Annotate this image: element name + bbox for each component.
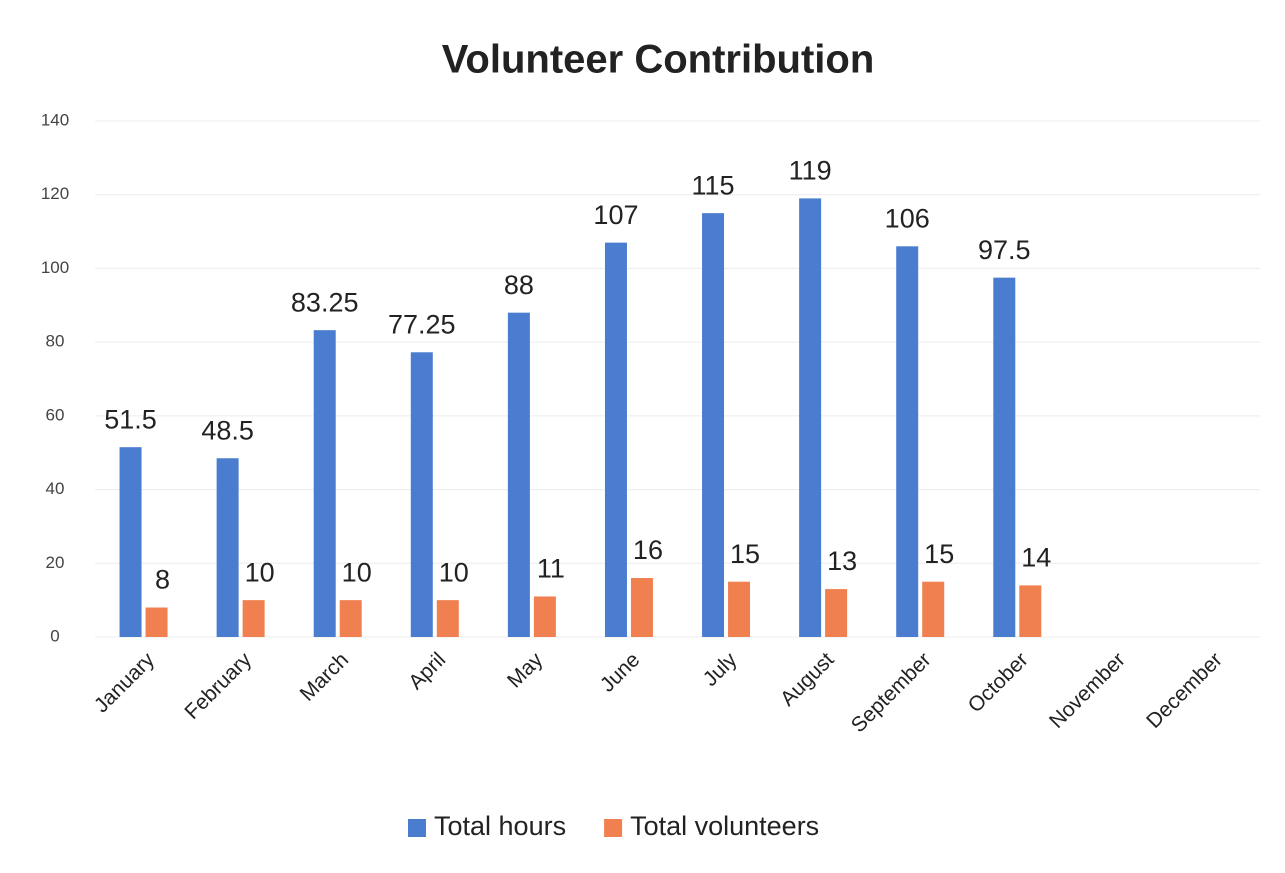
legend-swatch: [408, 819, 426, 837]
bar: [410, 352, 433, 637]
value-label: 10: [342, 557, 372, 587]
bar: [993, 277, 1016, 637]
chart-title: Volunteer Contribution: [442, 38, 875, 82]
value-label: 115: [692, 170, 735, 200]
legend-swatch: [604, 819, 623, 837]
legend-label: Total volunteers: [630, 811, 819, 841]
value-label: 14: [1021, 543, 1051, 573]
value-label: 11: [537, 554, 565, 584]
bar: [216, 458, 239, 637]
y-tick-label: 0: [50, 626, 59, 645]
bar: [436, 600, 459, 637]
legend-label: Total hours: [434, 811, 566, 841]
bar: [604, 242, 627, 637]
value-label: 83.25: [291, 287, 359, 317]
value-label: 10: [439, 557, 469, 587]
value-label: 97.5: [978, 235, 1031, 265]
value-label: 77.25: [388, 309, 456, 339]
value-label: 15: [924, 539, 954, 569]
y-tick-label: 140: [41, 110, 69, 129]
bar: [145, 607, 168, 637]
bar: [630, 578, 653, 637]
value-label: 106: [885, 203, 930, 233]
bar: [896, 246, 919, 638]
value-label: 13: [827, 546, 857, 576]
bar: [313, 330, 336, 637]
bar: [1019, 585, 1042, 637]
bar: [922, 581, 945, 637]
value-label: 48.5: [201, 415, 254, 445]
bar: [507, 312, 530, 637]
bar: [242, 600, 265, 637]
bar: [702, 213, 725, 637]
value-label: 10: [245, 557, 275, 587]
bar: [119, 447, 142, 637]
y-tick-label: 120: [41, 184, 69, 203]
y-tick-label: 40: [46, 479, 65, 498]
y-tick-label: 20: [46, 553, 65, 572]
bar: [728, 581, 751, 637]
value-label: 8: [155, 565, 170, 595]
y-tick-label: 100: [41, 258, 69, 277]
y-tick-label: 80: [46, 332, 65, 351]
y-tick-label: 60: [46, 405, 65, 424]
bar: [825, 589, 848, 637]
value-label: 15: [730, 539, 760, 569]
bar: [533, 596, 556, 637]
value-label: 119: [789, 156, 832, 186]
value-label: 107: [593, 200, 638, 230]
bar: [339, 600, 362, 637]
bar: [799, 198, 822, 637]
value-label: 51.5: [104, 404, 157, 434]
value-label: 88: [504, 270, 534, 300]
value-label: 16: [633, 535, 663, 565]
